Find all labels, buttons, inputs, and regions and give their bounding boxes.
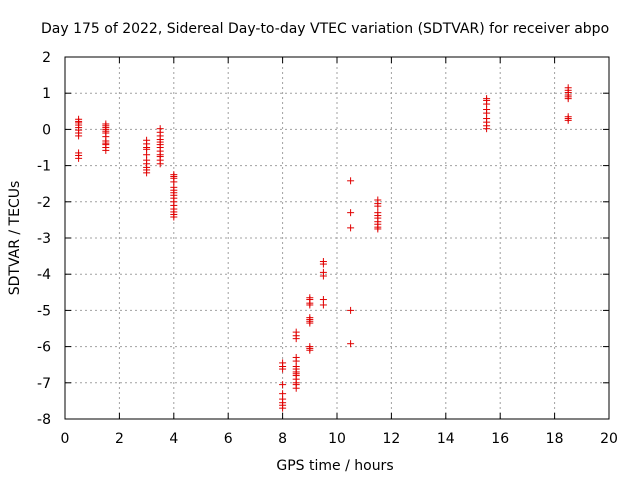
- x-tick-label: 6: [224, 431, 233, 447]
- data-point: [347, 340, 355, 348]
- y-tick-label: 2: [42, 50, 51, 66]
- data-points: [75, 84, 572, 412]
- x-tick-label: 2: [115, 431, 124, 447]
- x-tick-label: 16: [491, 431, 509, 447]
- data-point: [292, 335, 300, 343]
- data-point: [347, 209, 355, 217]
- y-tick-label: -4: [37, 267, 51, 283]
- data-point: [279, 381, 287, 389]
- data-point: [564, 116, 572, 124]
- data-point: [374, 225, 382, 233]
- data-point: [292, 384, 300, 392]
- data-point: [564, 95, 572, 103]
- y-tick-label: -5: [37, 303, 51, 319]
- y-tick-labels: -8 -7 -6 -5 -4 -3 -2 -1 0 1 2: [37, 50, 51, 428]
- chart-title: Day 175 of 2022, Sidereal Day-to-day VTE…: [41, 21, 609, 37]
- x-tick-label: 0: [61, 431, 70, 447]
- data-point: [347, 306, 355, 314]
- x-axis-label: GPS time / hours: [276, 458, 393, 474]
- data-point: [347, 224, 355, 232]
- data-point: [279, 365, 287, 373]
- data-point: [374, 202, 382, 210]
- x-tick-label: 8: [278, 431, 287, 447]
- grid-lines: [65, 57, 609, 419]
- y-tick-label: -6: [37, 340, 51, 356]
- data-point: [319, 260, 327, 268]
- x-tick-label: 12: [382, 431, 400, 447]
- data-point: [347, 177, 355, 185]
- y-tick-label: 0: [42, 122, 51, 138]
- y-axis-label: SDTVAR / TECUs: [7, 181, 23, 296]
- data-point: [306, 346, 314, 354]
- y-tick-label: -1: [37, 159, 51, 175]
- y-tick-label: -8: [37, 412, 51, 428]
- x-tick-label: 10: [328, 431, 346, 447]
- y-tick-label: -2: [37, 195, 51, 211]
- x-tick-label: 18: [546, 431, 564, 447]
- x-tick-label: 20: [600, 431, 618, 447]
- data-point: [75, 154, 83, 162]
- data-point: [102, 146, 110, 154]
- data-point: [156, 160, 164, 168]
- data-point: [319, 301, 327, 309]
- y-tick-label: 1: [42, 86, 51, 102]
- data-point: [170, 213, 178, 221]
- data-point: [319, 272, 327, 280]
- y-tick-label: -7: [37, 376, 51, 392]
- data-point: [483, 125, 491, 133]
- data-point: [306, 301, 314, 309]
- data-point: [143, 169, 151, 177]
- data-point: [306, 319, 314, 327]
- axis-ticks: [64, 56, 610, 420]
- y-tick-label: -3: [37, 231, 51, 247]
- data-point: [279, 404, 287, 412]
- x-tick-label: 4: [169, 431, 178, 447]
- x-tick-label: 14: [437, 431, 455, 447]
- data-point: [75, 132, 83, 140]
- x-tick-labels: 0 2 4 6 8 10 12 14 16 18 20: [61, 431, 618, 447]
